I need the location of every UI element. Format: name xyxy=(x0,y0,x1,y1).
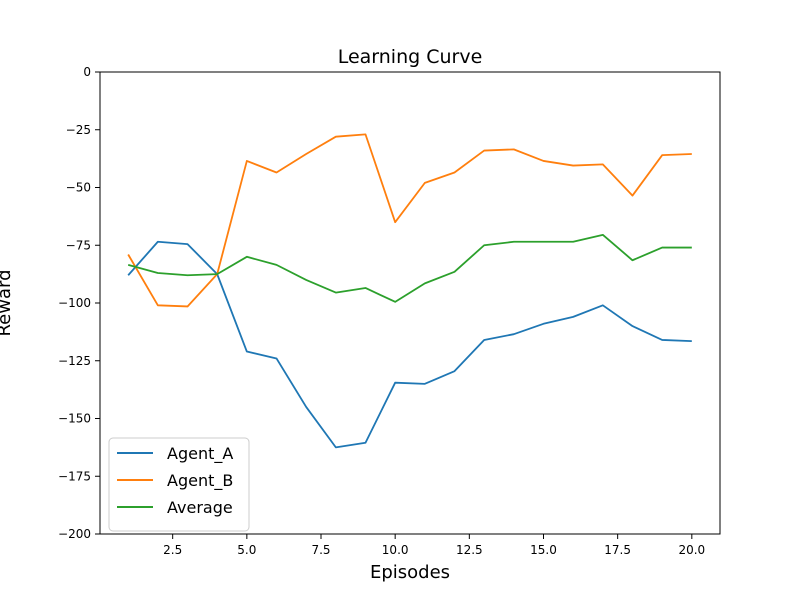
y-axis-ticks: 0 −25 −50 −75 −100 −125 −150 −175 −200 xyxy=(58,65,100,541)
y-tick-label: −175 xyxy=(58,469,91,483)
y-axis-label: Reward xyxy=(0,269,15,336)
legend-label: Agent_B xyxy=(167,471,233,491)
x-axis-ticks: 2.5 5.0 7.5 10.0 12.5 15.0 17.5 20.0 xyxy=(163,534,705,557)
chart-title: Learning Curve xyxy=(338,46,483,68)
legend: Agent_A Agent_B Average xyxy=(108,437,250,532)
series-line-average xyxy=(127,233,692,303)
series-line-agent-b xyxy=(127,133,692,308)
legend-label: Average xyxy=(167,498,233,517)
legend-label: Agent_A xyxy=(167,444,233,464)
y-tick-label: −25 xyxy=(66,123,91,137)
x-tick-label: 15.0 xyxy=(530,543,557,557)
x-tick-label: 2.5 xyxy=(163,543,182,557)
x-tick-label: 20.0 xyxy=(678,543,705,557)
y-tick-label: 0 xyxy=(83,65,91,79)
y-tick-label: −75 xyxy=(66,238,91,252)
x-tick-label: 12.5 xyxy=(456,543,483,557)
y-tick-label: −150 xyxy=(58,412,91,426)
x-tick-label: 17.5 xyxy=(604,543,631,557)
y-tick-label: −50 xyxy=(66,181,91,195)
series-layer xyxy=(127,133,692,449)
x-tick-label: 7.5 xyxy=(311,543,330,557)
x-tick-label: 10.0 xyxy=(382,543,409,557)
series-line-agent-a xyxy=(127,240,692,449)
y-tick-label: −100 xyxy=(58,296,91,310)
x-tick-label: 5.0 xyxy=(237,543,256,557)
y-tick-label: −125 xyxy=(58,354,91,368)
y-tick-label: −200 xyxy=(58,527,91,541)
x-axis-label: Episodes xyxy=(370,562,450,583)
